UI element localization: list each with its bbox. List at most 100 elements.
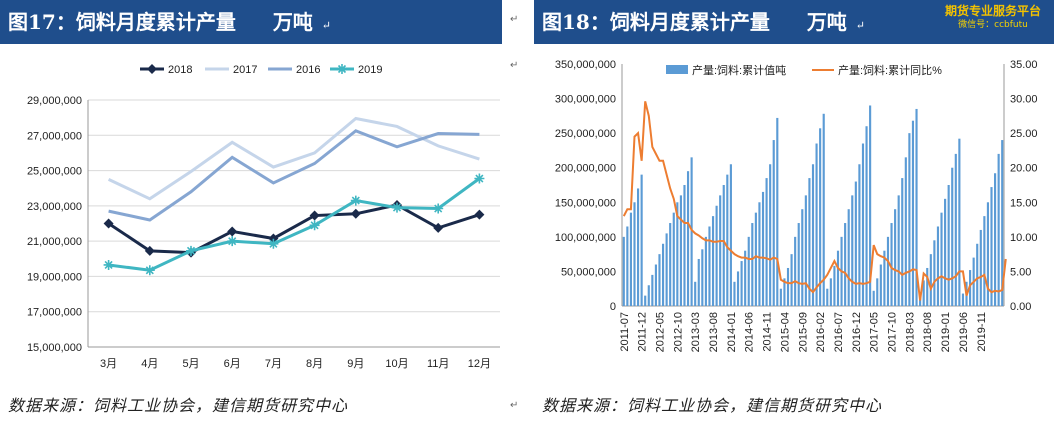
bar <box>733 281 736 306</box>
bar <box>940 212 943 306</box>
bar <box>858 164 861 306</box>
data-point-marker <box>350 195 361 206</box>
bar <box>729 164 732 306</box>
x-tick-label: 8月 <box>306 358 323 370</box>
bar <box>783 278 786 306</box>
bar <box>844 223 847 306</box>
x-tick-label: 6月 <box>224 358 241 370</box>
bar <box>894 209 897 306</box>
x-tick-label: 2017-10 <box>887 312 899 352</box>
bar <box>890 223 893 306</box>
bar <box>790 254 793 306</box>
bar <box>694 281 697 306</box>
bar <box>997 153 1000 306</box>
bar <box>897 195 900 306</box>
bar <box>947 185 950 306</box>
right-chart-title: 图18：饲料月度累计产量 <box>542 10 770 34</box>
bar <box>854 181 857 306</box>
data-point-marker <box>392 202 402 213</box>
bar <box>697 258 700 306</box>
data-point-marker <box>433 222 444 233</box>
x-tick-label: 5月 <box>182 358 199 370</box>
legend-label: 产量:饲料:累计同比% <box>838 63 942 77</box>
left-y-tick-label: 100,000,000 <box>555 232 616 244</box>
y-tick-label: 21,000,000 <box>27 236 82 248</box>
data-point-marker <box>186 245 196 256</box>
data-point-marker <box>474 173 485 184</box>
right-y-tick-label: 30.00 <box>1010 94 1038 106</box>
data-point-marker <box>144 245 155 256</box>
bar <box>861 143 865 306</box>
paragraph-mark-icon: ↵ <box>510 400 519 411</box>
bar <box>661 243 665 306</box>
x-tick-label: 2018-03 <box>904 312 916 352</box>
bar <box>622 236 625 306</box>
x-tick-label: 2018-08 <box>922 312 934 352</box>
bar <box>776 117 779 306</box>
data-point-marker <box>309 220 320 231</box>
data-point-marker <box>227 226 238 237</box>
x-tick-label: 2019-01 <box>940 312 952 352</box>
bar <box>929 254 932 306</box>
data-point-marker <box>103 259 114 270</box>
bar <box>983 216 986 306</box>
legend-swatch <box>666 65 688 74</box>
bar <box>926 267 929 306</box>
bar <box>822 113 825 306</box>
left-chart-title: 图17：饲料月度累计产量 <box>8 10 236 34</box>
x-tick-label: 2014-06 <box>744 312 756 352</box>
bar <box>961 293 965 306</box>
right-y-tick-label: 0.00 <box>1010 301 1031 313</box>
x-tick-label: 2016-07 <box>833 312 845 352</box>
right-y-tick-label: 5.00 <box>1010 266 1031 278</box>
left-y-tick-label: 350,000,000 <box>555 59 616 71</box>
right-y-tick-label: 10.00 <box>1010 232 1038 244</box>
paragraph-mark-icon: ↵ <box>510 14 519 25</box>
left-y-tick-label: 150,000,000 <box>555 197 616 209</box>
bar <box>990 187 993 306</box>
x-tick-label: 2019-11 <box>976 312 988 352</box>
x-tick-label: 2013-03 <box>690 312 702 352</box>
x-tick-label: 2013-08 <box>708 312 720 352</box>
x-tick-label: 2011-07 <box>619 312 631 352</box>
bar <box>851 195 854 306</box>
bar <box>833 265 836 306</box>
bar <box>740 261 743 306</box>
paragraph-mark-icon: ↵ <box>510 60 519 71</box>
series-line-2019 <box>108 177 481 272</box>
yoy-line <box>622 101 1007 301</box>
y-tick-label: 17,000,000 <box>27 307 82 319</box>
bar <box>836 250 840 306</box>
x-tick-label: 4月 <box>141 358 158 370</box>
bar <box>772 140 775 306</box>
bar <box>922 280 925 306</box>
bar <box>761 191 765 306</box>
left-y-tick-label: 300,000,000 <box>555 94 616 106</box>
bar <box>647 285 650 306</box>
x-tick-label: 3月 <box>100 358 117 370</box>
right-y-tick-label: 25.00 <box>1010 128 1038 140</box>
data-point-marker <box>350 208 361 219</box>
x-tick-label: 2011-12 <box>637 312 649 352</box>
bar <box>744 250 747 306</box>
legend-label: 2017 <box>233 64 257 76</box>
bar <box>915 108 918 306</box>
x-tick-label: 2012-05 <box>654 312 666 352</box>
bar <box>758 202 761 306</box>
legend-label: 2016 <box>296 64 320 76</box>
x-tick-label: 2015-04 <box>779 312 791 352</box>
left-line-chart: 15,000,000 17,000,000 19,000,000 21,000,000… <box>27 64 500 370</box>
bar <box>665 233 668 306</box>
bar <box>726 174 729 306</box>
bar <box>658 254 661 306</box>
left-y-tick-label: 250,000,000 <box>555 128 616 140</box>
y-tick-label: 27,000,000 <box>27 130 82 142</box>
bar <box>797 223 800 306</box>
y-tick-label: 15,000,000 <box>27 342 82 354</box>
bar <box>815 143 818 306</box>
bar <box>879 264 882 306</box>
paragraph-mark-icon: ↵ <box>855 19 865 32</box>
bar <box>936 226 940 306</box>
bar <box>908 133 911 306</box>
bar <box>876 278 879 306</box>
